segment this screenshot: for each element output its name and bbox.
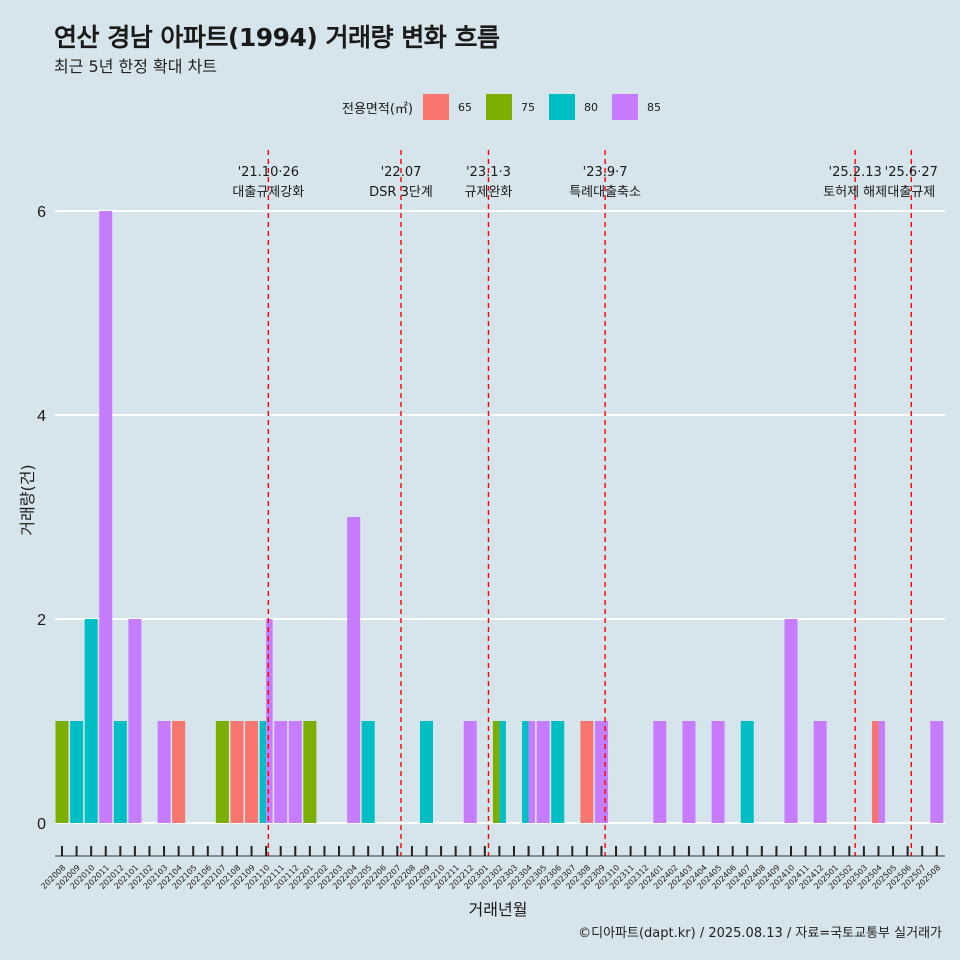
bar-202305-85 — [536, 721, 550, 823]
bar-202508-85 — [930, 721, 944, 823]
event-date-2: '23.1·3 — [466, 165, 511, 180]
bar-202304-85 — [528, 721, 536, 823]
legend-swatch-85 — [611, 94, 638, 120]
bar-202401-85 — [653, 721, 667, 823]
bar-202011-85 — [99, 211, 113, 823]
x-axis-title: 거래년월 — [469, 900, 528, 919]
bar-202309-85 — [594, 721, 608, 823]
legend-swatch-75 — [485, 94, 512, 120]
y-tick-label-0: 0 — [37, 816, 46, 833]
bar-202504-85 — [878, 721, 885, 823]
bar-202110-80 — [259, 721, 267, 823]
legend-item-65: 65 — [422, 94, 478, 120]
event-label-0: 대출규제강화 — [232, 185, 304, 200]
y-axis-title: 거래량(건) — [18, 464, 37, 535]
bar-202111-85 — [274, 721, 288, 823]
legend-item-75: 75 — [485, 94, 541, 120]
bar-202306-80 — [551, 721, 565, 823]
bar-202201-75 — [303, 721, 317, 823]
event-date-5: '25.6·27 — [885, 165, 938, 180]
bar-202205-80 — [361, 721, 375, 823]
bar-202407-80 — [740, 721, 754, 823]
bar-202204-85 — [347, 517, 361, 823]
event-label-4: 토허제 해제 — [823, 185, 887, 200]
bar-202209-80 — [420, 721, 433, 823]
event-label-2: 규제완화 — [465, 185, 513, 200]
bar-202302-80 — [499, 721, 506, 823]
bar-202110-85 — [266, 619, 273, 823]
legend-swatch-80 — [548, 94, 575, 120]
legend-title: 전용면적(㎡) — [342, 101, 413, 117]
bar-202101-85 — [128, 619, 142, 823]
legend-item-80: 80 — [548, 94, 604, 120]
bar-202308-65 — [580, 721, 594, 823]
legend-item-85: 85 — [611, 94, 667, 120]
bar-202112-85 — [288, 721, 302, 823]
bar-202304-80 — [522, 721, 529, 823]
bar-202410-85 — [784, 619, 798, 823]
bar-202010-80 — [84, 619, 98, 823]
y-tick-label-4: 4 — [37, 408, 46, 425]
bar-202212-85 — [463, 721, 477, 823]
bar-202008-75 — [55, 721, 69, 823]
event-date-0: '21.10·26 — [238, 165, 299, 180]
bar-202108-65 — [230, 721, 244, 823]
event-label-3: 특례대출축소 — [569, 185, 641, 200]
bar-202302-75 — [492, 721, 500, 823]
legend-label-80: 80 — [583, 100, 598, 114]
bar-202012-80 — [113, 721, 127, 823]
event-date-1: '22.07 — [381, 165, 422, 180]
bar-202405-85 — [711, 721, 725, 823]
bar-202504-65 — [871, 721, 879, 823]
legend-label-85: 85 — [646, 100, 661, 114]
legend-label-65: 65 — [457, 100, 472, 114]
event-label-5: 대출규제 — [887, 185, 935, 200]
legend-label-75: 75 — [520, 100, 535, 114]
legend-swatch-65 — [422, 94, 449, 120]
event-date-3: '23.9·7 — [583, 165, 628, 180]
bar-202009-80 — [70, 721, 84, 823]
chart-subtitle: 최근 5년 한정 확대 차트 — [54, 57, 218, 76]
bar-202104-65 — [172, 721, 186, 823]
chart-title: 연산 경남 아파트(1994) 거래량 변화 흐름 — [54, 23, 500, 52]
source-caption: ©디아파트(dapt.kr) / 2025.08.13 / 자료=국토교통부 실… — [578, 926, 942, 941]
y-tick-label-6: 6 — [37, 204, 46, 221]
event-label-1: DSR 3단계 — [369, 185, 433, 200]
event-date-4: '25.2.13 — [829, 165, 882, 180]
bar-202412-85 — [813, 721, 827, 823]
bar-202107-75 — [215, 721, 229, 823]
bar-202403-85 — [682, 721, 696, 823]
bar-202103-85 — [157, 721, 171, 823]
y-tick-label-2: 2 — [37, 612, 46, 629]
bar-202109-65 — [245, 721, 259, 823]
legend: 전용면적(㎡) 65 75 80 85 — [342, 93, 675, 121]
